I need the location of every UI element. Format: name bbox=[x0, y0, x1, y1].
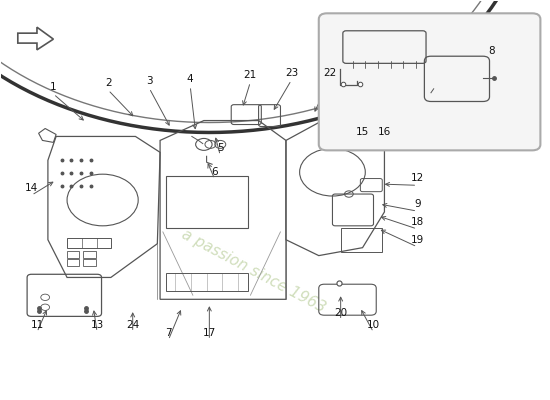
Text: 2: 2 bbox=[105, 78, 112, 88]
Bar bbox=[67, 259, 79, 266]
Bar bbox=[67, 251, 79, 258]
Text: 7: 7 bbox=[165, 328, 172, 338]
Text: 20: 20 bbox=[334, 308, 347, 318]
Text: 10: 10 bbox=[367, 320, 380, 330]
Text: 19: 19 bbox=[411, 235, 424, 245]
Text: 6: 6 bbox=[212, 167, 218, 177]
Bar bbox=[84, 251, 96, 258]
Text: 14: 14 bbox=[25, 183, 38, 193]
Text: 11: 11 bbox=[30, 320, 43, 330]
Text: 5: 5 bbox=[217, 143, 224, 153]
Text: a passion since 1963: a passion since 1963 bbox=[179, 227, 328, 316]
Text: 12: 12 bbox=[411, 173, 424, 183]
Text: 17: 17 bbox=[203, 328, 216, 338]
Text: 1: 1 bbox=[50, 82, 57, 92]
Text: 23: 23 bbox=[285, 68, 298, 78]
Text: 21: 21 bbox=[244, 70, 257, 80]
Text: 8: 8 bbox=[488, 46, 494, 56]
FancyBboxPatch shape bbox=[319, 13, 541, 150]
Text: 22: 22 bbox=[323, 68, 337, 78]
Text: 3: 3 bbox=[146, 76, 152, 86]
Text: 18: 18 bbox=[411, 217, 424, 227]
Text: 4: 4 bbox=[187, 74, 194, 84]
Bar bbox=[84, 259, 96, 266]
Text: 9: 9 bbox=[414, 199, 421, 209]
Text: 16: 16 bbox=[378, 127, 391, 137]
Text: 15: 15 bbox=[356, 127, 369, 137]
Text: 24: 24 bbox=[126, 320, 139, 330]
Text: 13: 13 bbox=[91, 320, 104, 330]
